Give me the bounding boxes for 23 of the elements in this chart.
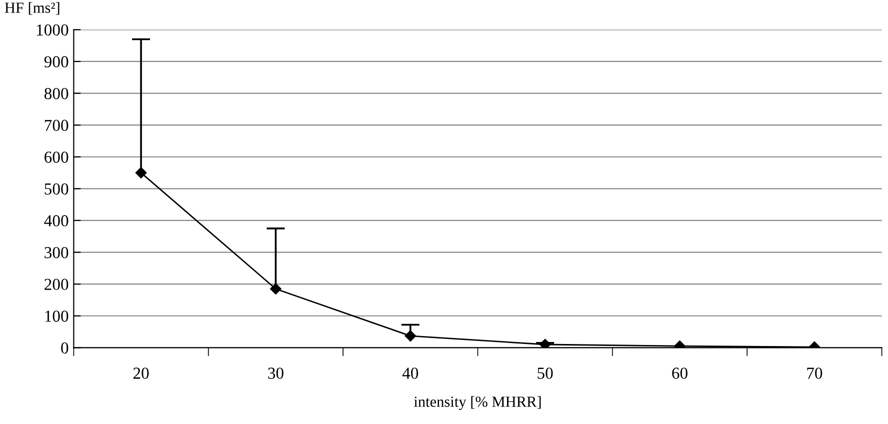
y-tick-label: 0 <box>61 342 68 354</box>
y-tick-label: 500 <box>44 183 68 195</box>
y-axis-title: HF [ms²] <box>4 2 60 15</box>
y-tick-label: 900 <box>44 56 68 68</box>
point <box>135 167 147 178</box>
y-tick-label: 1000 <box>36 24 68 36</box>
y-tick-label: 700 <box>44 120 68 132</box>
point <box>270 283 282 294</box>
point <box>539 338 551 348</box>
x-tick-label: 70 <box>807 368 822 379</box>
x-tick-label: 40 <box>402 368 418 379</box>
x-tick-label: 30 <box>268 368 284 379</box>
point <box>404 330 416 342</box>
x-tick-label: 60 <box>672 368 688 379</box>
y-tick-label: 100 <box>45 310 68 322</box>
y-tick-label: 200 <box>44 278 68 290</box>
y-tick-label: 800 <box>44 88 68 100</box>
x-axis-title: intensity [% MHRR] <box>414 396 541 410</box>
y-tick-label: 300 <box>44 246 68 258</box>
x-tick-label: 20 <box>133 368 149 379</box>
y-tick-label: 600 <box>44 152 68 163</box>
y-tick-label: 400 <box>44 215 68 226</box>
x-tick-label: 50 <box>538 368 553 379</box>
